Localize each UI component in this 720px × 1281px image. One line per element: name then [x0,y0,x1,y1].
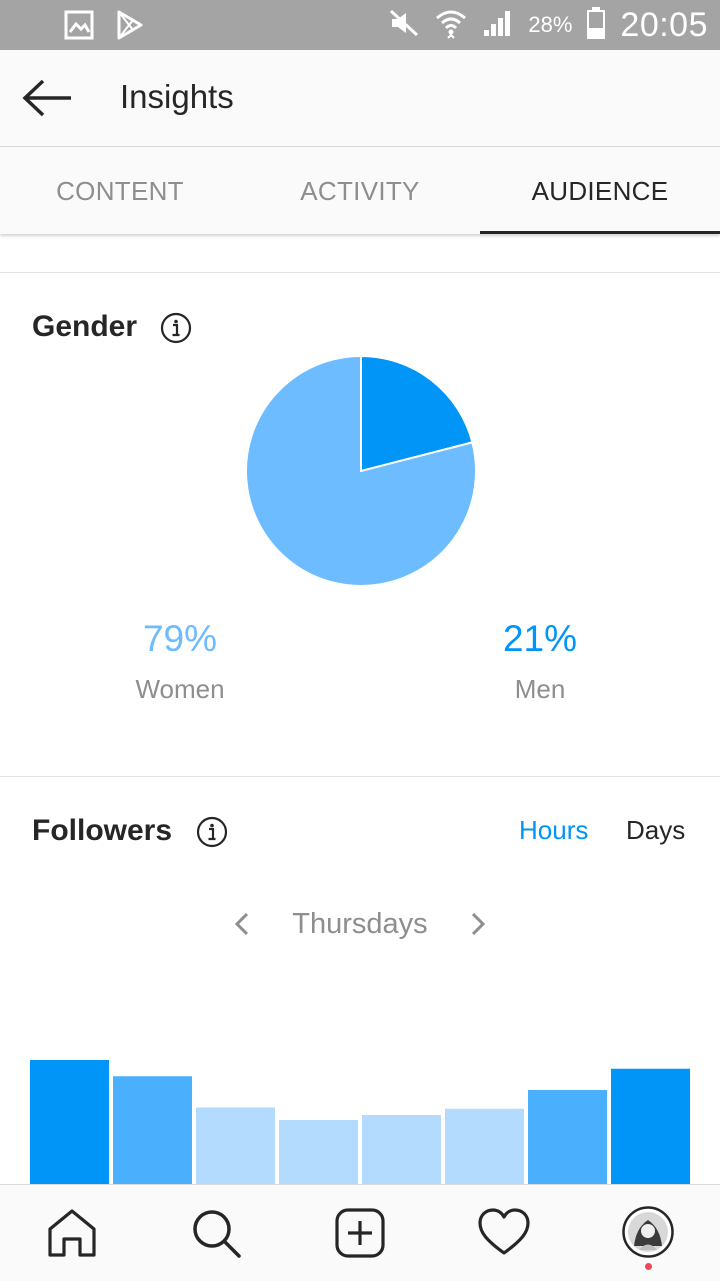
followers-bar [30,1060,109,1185]
days-toggle[interactable]: Days [626,815,686,845]
status-bar: 28% 20:05 [0,0,720,50]
search-icon [193,1210,241,1258]
followers-bar [279,1120,358,1185]
pie-slice-men [360,354,474,473]
play-store-icon [116,10,144,45]
heart-icon [478,1208,530,1255]
tab-bar: CONTENT ACTIVITY AUDIENCE [0,147,720,234]
followers-bar [362,1115,441,1185]
add-post-button[interactable] [332,1205,388,1261]
chevron-right-icon [471,912,486,936]
tab-activity[interactable]: ACTIVITY [300,176,420,206]
mute-icon [388,8,420,43]
bottom-navigation [0,1184,720,1281]
home-button[interactable] [44,1205,100,1261]
followers-bar [611,1068,690,1185]
gallery-icon [64,10,94,45]
section-divider [0,272,720,273]
info-icon[interactable] [196,816,228,848]
chevron-left-icon [234,912,249,936]
page-title: Insights [120,78,234,115]
search-button[interactable] [188,1205,244,1261]
battery-percentage: 28% [528,12,573,37]
previous-day-button[interactable] [230,908,254,940]
men-percentage: 21% [502,618,578,659]
followers-title: Followers [32,814,173,847]
section-divider [0,776,720,777]
battery-icon [586,6,606,45]
gender-title: Gender [32,310,138,343]
tab-audience[interactable]: AUDIENCE [531,176,669,206]
followers-bar [445,1108,524,1185]
wifi-icon [434,6,468,45]
signal-icon [482,8,514,43]
home-icon [48,1209,96,1257]
women-percentage: 79% [142,618,218,659]
women-label: Women [135,674,225,704]
tab-content[interactable]: CONTENT [56,176,184,206]
gender-pie-chart [245,354,477,587]
men-label: Men [514,674,566,704]
next-day-button[interactable] [466,908,490,940]
profile-avatar[interactable] [622,1206,674,1258]
app-bar: Insights [0,50,720,147]
hours-toggle[interactable]: Hours [519,815,589,845]
active-tab-indicator [480,231,720,234]
selected-day: Thursdays [292,908,428,940]
info-icon[interactable] [160,312,192,344]
add-post-icon [335,1208,385,1258]
followers-bar [113,1076,192,1185]
followers-bar-chart [30,1060,690,1185]
notification-dot [645,1263,652,1270]
back-button[interactable] [22,78,74,118]
clock: 20:05 [620,5,708,44]
arrow-left-icon [22,79,71,117]
pie-slice-women [245,354,477,587]
followers-bar [528,1090,607,1185]
activity-button[interactable] [476,1205,532,1261]
followers-bar [196,1107,275,1185]
